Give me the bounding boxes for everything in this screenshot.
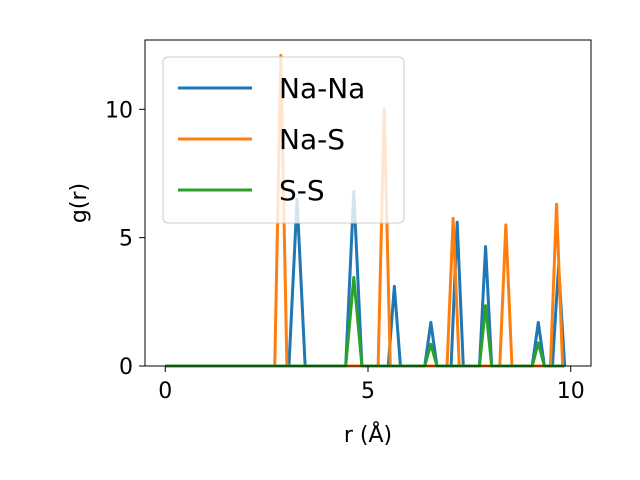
legend-label-na-s: Na-S bbox=[279, 123, 345, 156]
series-line-s-s bbox=[165, 275, 565, 368]
x-tick-label: 10 bbox=[557, 379, 585, 404]
legend: Na-Na Na-S S-S bbox=[162, 56, 405, 224]
y-tick-label: 0 bbox=[119, 355, 133, 380]
y-tick-label: 10 bbox=[105, 98, 133, 123]
x-axis-label: r (Å) bbox=[344, 421, 392, 448]
x-tick-label: 0 bbox=[158, 379, 172, 404]
legend-label-na-na: Na-Na bbox=[279, 72, 365, 105]
y-tick-label: 5 bbox=[119, 227, 133, 252]
y-axis-label: g(r) bbox=[67, 183, 92, 223]
y-axis: 0 5 10 bbox=[105, 98, 145, 380]
x-tick-label: 5 bbox=[361, 379, 375, 404]
legend-label-s-s: S-S bbox=[279, 174, 325, 207]
x-axis: 0 5 10 bbox=[158, 366, 585, 404]
legend-box bbox=[162, 56, 405, 224]
